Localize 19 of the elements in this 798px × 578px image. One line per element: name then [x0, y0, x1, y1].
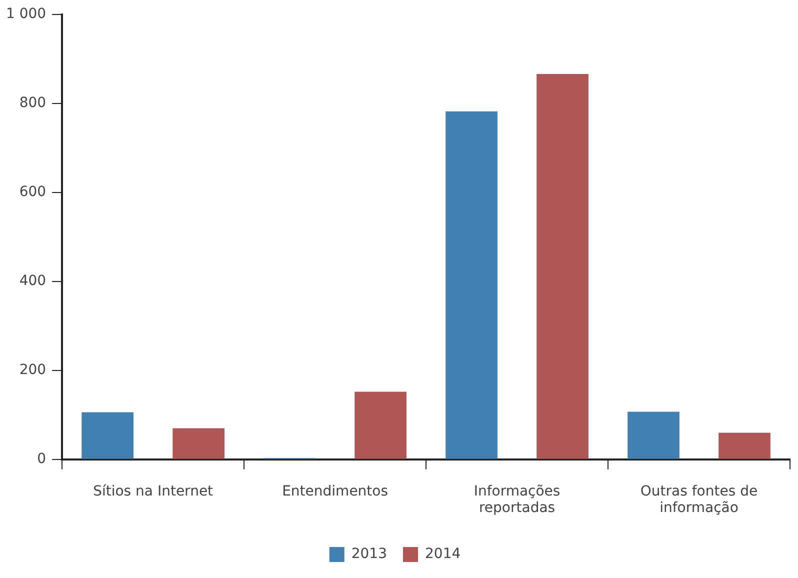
y-tick-label: 200 [19, 362, 46, 378]
legend-label: 2013 [351, 546, 388, 562]
x-tick-label: Entendimentos [282, 483, 388, 500]
bar [172, 428, 224, 459]
y-tick-label: 0 [37, 451, 46, 468]
x-tick-label: Sítios na Internet [93, 483, 214, 500]
y-tick-label: 600 [19, 184, 46, 200]
bar [718, 432, 770, 459]
bar [536, 74, 588, 459]
bar [82, 412, 134, 459]
y-tick-label: 800 [19, 95, 46, 112]
x-tick-label: Outras fontes de informação [640, 483, 758, 516]
bar [446, 111, 498, 459]
legend-label: 2014 [425, 546, 461, 562]
bar [354, 392, 406, 459]
y-tick-label: 1 000 [6, 6, 46, 22]
y-tick-label: 400 [19, 273, 46, 290]
x-tick-label: Informações reportadas [474, 483, 560, 516]
bar [628, 412, 680, 459]
